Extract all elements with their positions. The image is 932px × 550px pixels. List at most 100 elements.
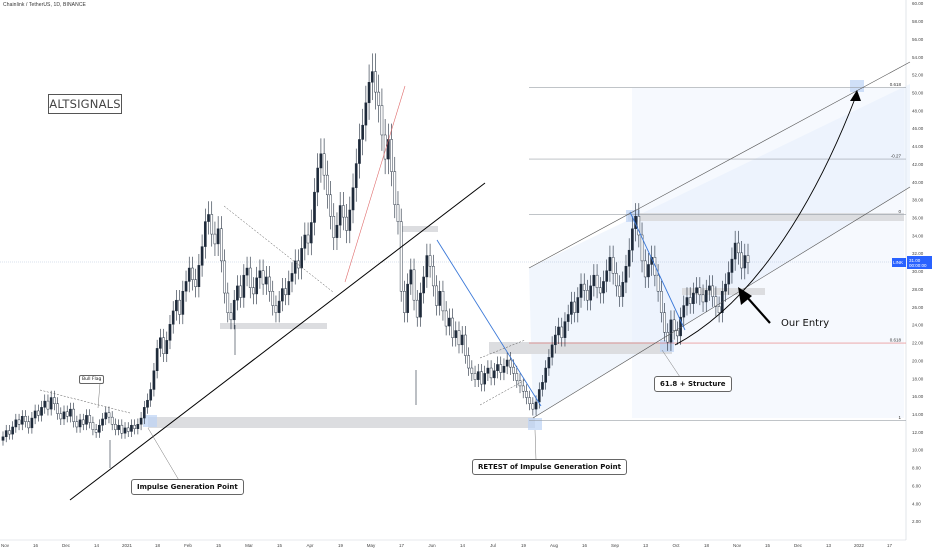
last-price-tag	[907, 256, 932, 269]
candle-body	[75, 421, 79, 428]
candle-body	[290, 273, 294, 282]
symbol-price-tag	[892, 258, 906, 267]
candle-body	[354, 163, 358, 188]
candle-body	[139, 417, 143, 425]
candle-body	[338, 205, 342, 226]
candle-body	[374, 71, 377, 93]
x-tick-label: 16	[33, 543, 39, 548]
y-tick-label: 44.00	[912, 144, 924, 149]
y-tick-label: 56.00	[912, 37, 924, 42]
x-tick-label: 14	[460, 543, 466, 548]
candle-body	[110, 416, 114, 425]
candle-body	[364, 102, 368, 126]
y-tick-label: 58.00	[912, 19, 924, 24]
candle-body	[464, 334, 467, 356]
candle-body	[425, 255, 429, 278]
x-tick-label: 19	[521, 543, 527, 548]
y-tick-label: 60.00	[912, 1, 924, 6]
candle-body	[579, 283, 583, 298]
triangle-top-dash	[479, 339, 526, 359]
structure-pointer	[661, 349, 681, 378]
candle-body	[281, 288, 284, 302]
candle-body	[701, 294, 705, 303]
triangle-bottom-dash	[479, 379, 526, 406]
candle-body	[640, 234, 644, 262]
candle-body	[441, 291, 445, 312]
bull-flag-pointer	[97, 382, 101, 409]
candle-body	[608, 257, 612, 271]
candle-body	[505, 359, 509, 367]
x-tick-label: Feb	[184, 543, 192, 548]
candle-body	[200, 246, 204, 266]
candle-body	[695, 287, 698, 294]
candle-body	[676, 330, 679, 337]
candle-body	[393, 171, 397, 205]
x-tick-label: 19	[338, 543, 344, 548]
candle-body	[704, 290, 708, 303]
y-tick-label: 24.00	[912, 323, 924, 328]
x-tick-label: Mar	[245, 543, 253, 548]
candle-body	[521, 385, 525, 392]
y-tick-label: 28.00	[912, 287, 924, 292]
y-tick-label: 40.00	[912, 180, 924, 185]
candle-body	[740, 252, 743, 269]
candle-body	[602, 281, 605, 294]
x-tick-label: 15	[216, 543, 222, 548]
price-axis[interactable]: 2.00 4.00 6.00 8.00 10.00 12.00 14.00 16.00 18.0…	[892, 1, 932, 524]
candle-body	[663, 312, 666, 333]
y-tick-label: 22.00	[912, 341, 924, 346]
candle-body	[647, 264, 650, 278]
candle-body	[114, 424, 117, 430]
candle-body	[348, 209, 352, 231]
x-tick-label: Nov	[1, 543, 10, 548]
candle-body	[586, 290, 589, 301]
candle-body	[624, 266, 628, 283]
x-tick-label: 17	[887, 543, 893, 548]
candle-body	[213, 233, 217, 245]
candle-body	[24, 416, 27, 422]
candle-body	[335, 224, 339, 238]
candle-body	[53, 397, 56, 404]
candle-body	[216, 228, 220, 245]
candle-body	[264, 276, 268, 285]
candle-body	[621, 282, 625, 297]
candle-body	[85, 415, 88, 425]
structure-label: 61.8 + Structure	[654, 376, 732, 392]
entry-arrowhead	[738, 287, 752, 305]
candle-body	[534, 401, 538, 410]
last-price-value: 31.00	[909, 258, 921, 263]
candle-body	[367, 82, 371, 104]
candle-body	[611, 257, 615, 274]
candle-body	[615, 273, 618, 287]
steep-red-line	[344, 85, 406, 283]
candle-body	[351, 187, 355, 211]
candle-body	[197, 265, 201, 288]
candle-body	[435, 285, 438, 306]
time-axis[interactable]: Nov 16 Dec 14 2021 18 Feb 15 Mar 15 Apr 19 May 17 Jun 1…	[1, 543, 893, 548]
y-tick-label: 8.00	[912, 466, 921, 471]
x-tick-label: May	[367, 543, 376, 548]
x-tick-label: Apr	[306, 543, 314, 548]
candle-body	[666, 332, 670, 343]
candle-body	[544, 367, 548, 383]
x-tick-label: Jun	[428, 543, 436, 548]
candle-body	[171, 310, 175, 325]
y-tick-label: 6.00	[912, 483, 921, 488]
pivot-marker	[143, 415, 157, 427]
candle-body	[377, 91, 381, 106]
x-tick-label: Dec	[794, 543, 803, 548]
x-tick-label: Jul	[490, 543, 496, 548]
pullback-line	[629, 211, 686, 331]
candle-body	[239, 285, 242, 298]
y-tick-label: 50.00	[912, 91, 924, 96]
candle-body	[293, 260, 297, 274]
candle-body	[175, 299, 178, 312]
candle-body	[595, 274, 599, 288]
candle-body	[309, 222, 313, 244]
altsignals-logo: ALTSIGNALS	[48, 94, 122, 114]
candle-body	[107, 412, 111, 418]
candle-body	[46, 400, 50, 410]
candle-body	[502, 366, 506, 373]
candle-body	[326, 174, 329, 196]
